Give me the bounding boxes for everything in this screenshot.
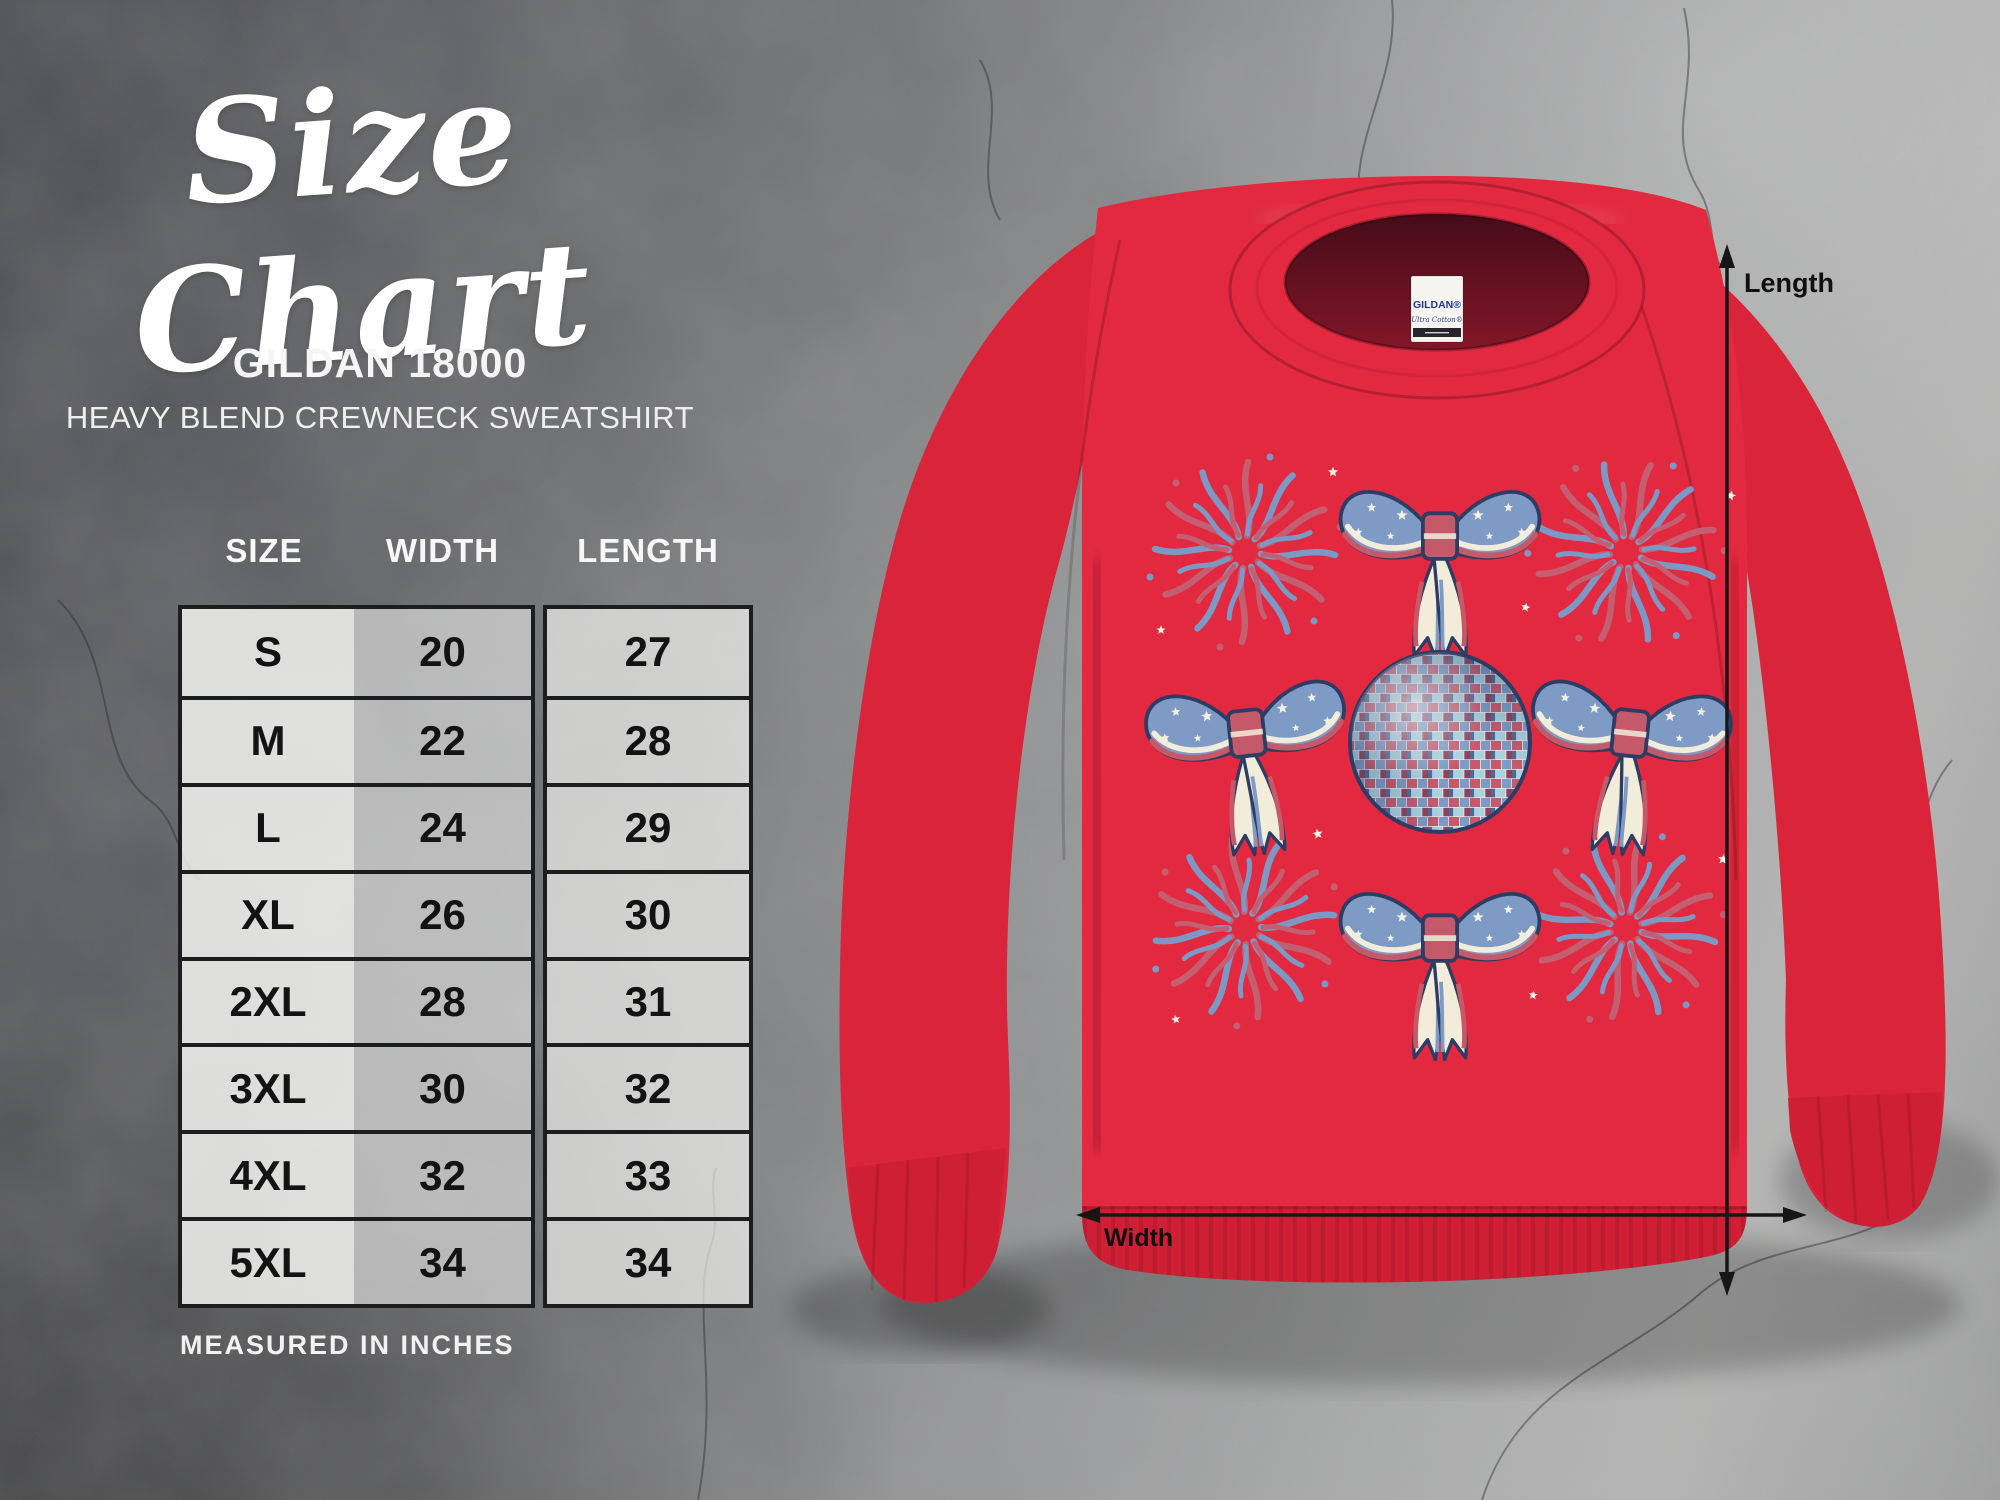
width-cell: 32 [354, 1130, 531, 1218]
measurement-note: MEASURED IN INCHES [180, 1330, 515, 1360]
size-cell: 4XL [182, 1130, 354, 1218]
length-cell: 33 [547, 1130, 749, 1218]
size-cell: S [182, 609, 354, 696]
brand-name: GILDAN 18000 [232, 340, 528, 386]
width-cell: 34 [354, 1217, 531, 1304]
length-cell: 30 [547, 869, 749, 957]
neck-label-brand: GILDAN® [1413, 299, 1461, 311]
left-cuff [848, 1148, 1006, 1303]
width-cell: 26 [354, 869, 531, 957]
width-cell: 30 [354, 1043, 531, 1131]
length-cell: 28 [547, 695, 749, 783]
length-label: Length [1744, 268, 1834, 298]
right-sleeve [1608, 214, 1946, 1227]
length-arrow [1719, 244, 1735, 1296]
width-label: Width [1104, 1224, 1173, 1252]
chest-design [1131, 433, 1746, 1060]
left-sleeve [839, 218, 1128, 1304]
table-header-length: LENGTH [577, 532, 719, 569]
size-cell: L [182, 782, 354, 870]
length-cell: 32 [547, 1043, 749, 1131]
table-header-width: WIDTH [385, 532, 500, 569]
width-cell: 20 [354, 609, 531, 696]
right-cuff [1788, 1092, 1943, 1227]
length-cell: 27 [547, 609, 749, 696]
width-cell: 28 [354, 956, 531, 1044]
table-header-size: SIZE [225, 532, 303, 569]
length-cell: 31 [547, 956, 749, 1044]
size-cell: 3XL [182, 1043, 354, 1131]
size-cell: XL [182, 869, 354, 957]
width-arrow [1076, 1207, 1807, 1223]
size-table-length: 27 28 29 30 31 32 33 34 [543, 605, 753, 1308]
width-cell: 24 [354, 782, 531, 870]
hem-band [1082, 1206, 1747, 1283]
length-cell: 29 [547, 782, 749, 870]
size-cell: M [182, 695, 354, 783]
disco-ball-icon [1348, 650, 1532, 834]
gildan-neck-label: GILDAN® Ultra Cotton® [1410, 275, 1464, 343]
size-cell: 2XL [182, 956, 354, 1044]
product-name: HEAVY BLEND CREWNECK SWEATSHIRT [65, 400, 695, 435]
width-cell: 22 [354, 695, 531, 783]
size-table-main: S 20 M 22 L 24 XL 26 2XL 28 3XL 30 4XL 3… [178, 605, 535, 1308]
size-cell: 5XL [182, 1217, 354, 1304]
neck-label-subbrand: Ultra Cotton® [1411, 316, 1463, 324]
length-cell: 34 [547, 1217, 749, 1304]
